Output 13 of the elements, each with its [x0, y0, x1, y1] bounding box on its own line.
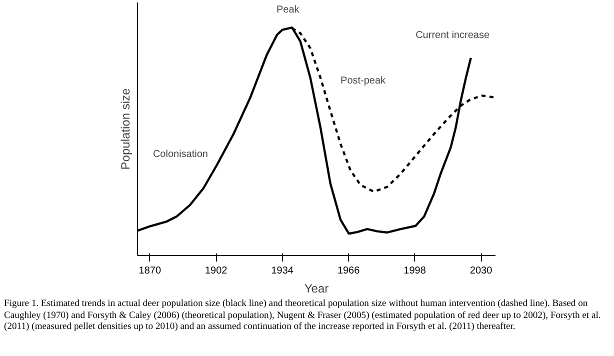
- annotation: Post-peak: [340, 75, 387, 86]
- x-tick-label: 1934: [271, 266, 294, 276]
- caption: Figure 1. Estimated trends in actual deer population size (black line) and theoretical population size without human intervention (dashed line). Based on Caughley (1970) and Forsyth & Caley (2006) (theoretical population), Nugent & Fraser (2005) (estimated population of red deer up to 2002), Forsyth et al. (2011) (measured pellet densities up to 2010) and an assumed continuation of the increase reported in Forsyth et al. (2011) thereafter.: [4, 298, 602, 332]
- x-tick-label: 1870: [138, 266, 162, 276]
- y-axis-title: Population size: [118, 88, 132, 170]
- annotation: Colonisation: [152, 148, 208, 160]
- text: Peak: [276, 4, 300, 16]
- x-tick-label: 2030: [470, 266, 493, 276]
- x-tick-label: 1902: [205, 266, 228, 276]
- annotation: Current increase: [416, 30, 490, 41]
- x-tick-label: 1966: [337, 266, 360, 276]
- x-tick-label: 1998: [404, 266, 426, 276]
- x-axis-title: Year: [304, 282, 329, 296]
